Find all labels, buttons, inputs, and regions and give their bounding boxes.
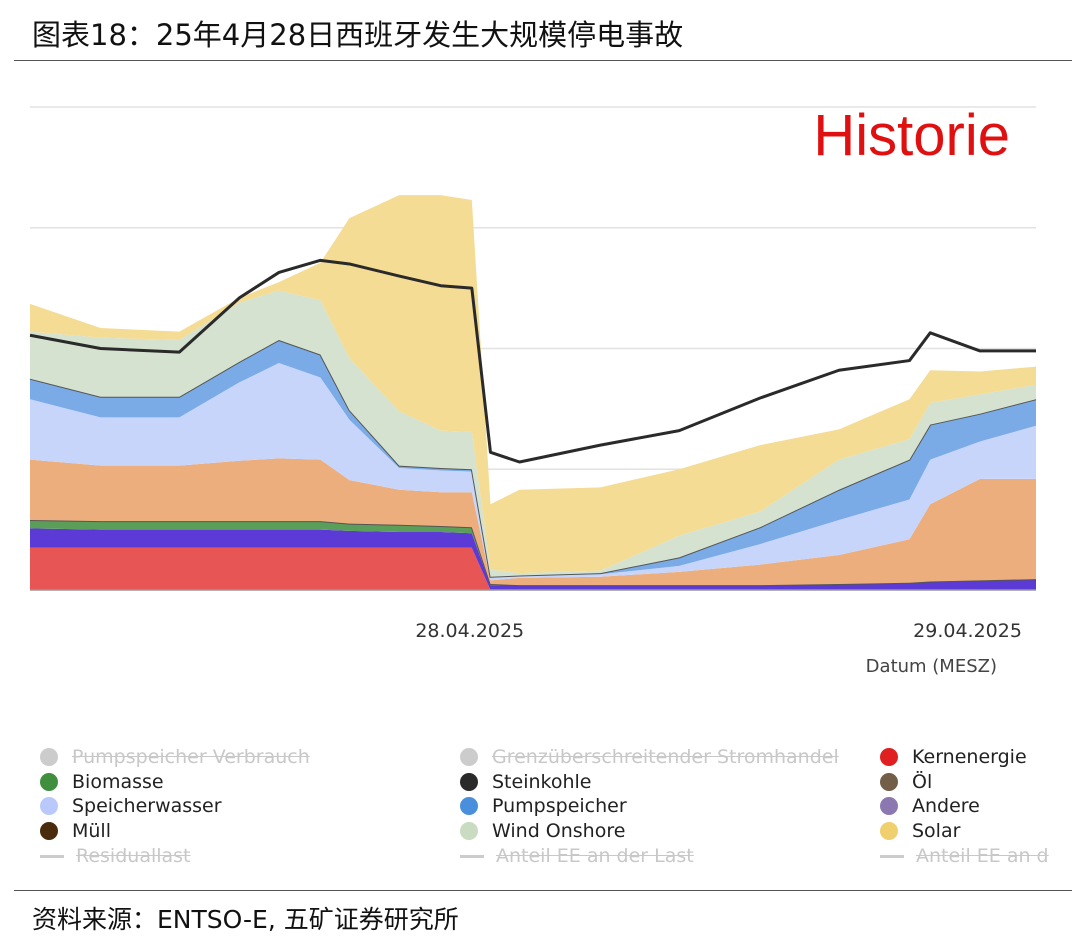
legend-label: Kernenergie	[912, 746, 1027, 768]
legend-item-pumpspeicher-verbrauch[interactable]: Pumpspeicher Verbrauch	[40, 746, 310, 768]
legend-label: Steinkohle	[492, 771, 592, 793]
legend-dot-icon	[40, 773, 58, 791]
legend-label: Grenzüberschreitender Stromhandel	[492, 746, 839, 768]
legend-dot-icon	[460, 797, 478, 815]
area-series-3	[30, 458, 1036, 586]
legend-item-solar[interactable]: Solar	[880, 820, 960, 842]
legend-item-öl[interactable]: Öl	[880, 771, 932, 793]
area-solar	[30, 195, 1036, 574]
legend-item-steinkohle[interactable]: Steinkohle	[460, 771, 591, 793]
legend-item-anteil-ee-an-der-last[interactable]: Anteil EE an der Last	[460, 845, 694, 867]
legend-label: Speicherwasser	[72, 795, 222, 817]
footer-divider	[14, 890, 1072, 891]
legend-dot-icon	[880, 748, 898, 766]
legend-item-wind-onshore[interactable]: Wind Onshore	[460, 820, 625, 842]
legend-dot-icon	[880, 797, 898, 815]
area-biomasse	[30, 519, 1036, 586]
legend-item-grenzüberschreitender-stromhandel[interactable]: Grenzüberschreitender Stromhandel	[460, 746, 839, 768]
legend-line-icon	[880, 854, 904, 858]
watermark-historie: Historie	[813, 103, 1010, 168]
legend-label: Andere	[912, 795, 980, 817]
legend-label: Anteil EE an d	[916, 845, 1049, 867]
load-line	[29, 258, 1036, 464]
legend-item-biomasse[interactable]: Biomasse	[40, 771, 164, 793]
legend-dot-icon	[460, 773, 478, 791]
stacked-area-chart: Historie 28.04.2025 29.04.2025 Datum (MESZ)	[29, 103, 1037, 677]
legend-dot-icon	[880, 773, 898, 791]
legend-item-müll[interactable]: Müll	[40, 820, 111, 842]
title-divider	[14, 60, 1072, 61]
legend-label: Wind Onshore	[492, 820, 626, 842]
legend-item-speicherwasser[interactable]: Speicherwasser	[40, 795, 222, 817]
area-pumpspeicher	[30, 340, 1036, 578]
legend-item-kernenergie[interactable]: Kernenergie	[880, 746, 1027, 768]
legend-dot-icon	[460, 748, 478, 766]
legend-label: Öl	[912, 771, 933, 793]
legend-label: Pumpspeicher	[492, 795, 627, 817]
legend-line-icon	[40, 854, 64, 858]
legend-dot-icon	[880, 822, 898, 840]
legend-item-pumpspeicher[interactable]: Pumpspeicher	[460, 795, 627, 817]
legend-item-andere[interactable]: Andere	[880, 795, 980, 817]
legend-label: Pumpspeicher Verbrauch	[72, 746, 310, 768]
legend-label: Solar	[912, 820, 961, 842]
x-tick-label: 28.04.2025	[415, 620, 524, 642]
source-note: 资料来源：ENTSO-E, 五矿证券研究所	[32, 905, 459, 934]
legend-dot-icon	[40, 822, 58, 840]
x-axis-title: Datum (MESZ)	[866, 656, 997, 677]
legend-line-icon	[460, 854, 484, 858]
legend-item-anteil-ee-an-d[interactable]: Anteil EE an d	[880, 845, 1049, 867]
area-speicherwasser	[30, 362, 1036, 581]
legend-label: Anteil EE an der Last	[496, 845, 694, 867]
area-kernenergie	[30, 547, 1036, 590]
legend-label: Biomasse	[72, 771, 164, 793]
area-wind-onshore	[30, 290, 1036, 577]
area-andere	[30, 528, 1036, 590]
legend-label: Müll	[72, 820, 111, 842]
legend-dot-icon	[40, 748, 58, 766]
legend-dot-icon	[460, 822, 478, 840]
legend-item-residuallast[interactable]: Residuallast	[40, 845, 191, 867]
legend-label: Residuallast	[76, 845, 191, 867]
figure-title: 图表18：25年4月28日西班牙发生大规模停电事故	[32, 18, 684, 52]
legend-dot-icon	[40, 797, 58, 815]
x-tick-label: 29.04.2025	[913, 620, 1022, 642]
